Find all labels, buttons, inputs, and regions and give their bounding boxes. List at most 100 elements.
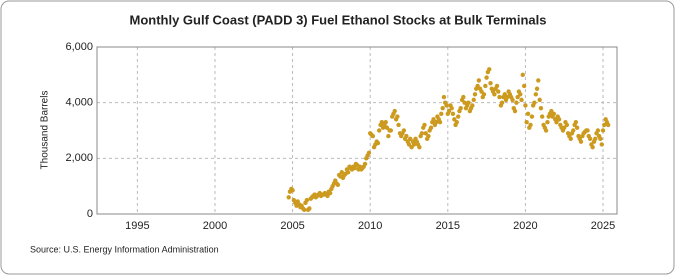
- point: [386, 133, 391, 139]
- point: [551, 111, 557, 117]
- point: [578, 139, 584, 144]
- point: [487, 67, 492, 72]
- point: [471, 97, 476, 103]
- point: [375, 140, 381, 146]
- x-tick-label: 2010: [358, 220, 382, 232]
- point: [408, 136, 413, 142]
- source: Source: U.S. Energy Information Administ…: [30, 244, 219, 254]
- x-tick-label: 2005: [280, 220, 304, 232]
- y-axis-label: Thousand Barrels: [40, 91, 51, 170]
- x-tick-label: 2020: [513, 220, 537, 232]
- point: [426, 133, 431, 139]
- point: [602, 122, 607, 128]
- point: [574, 125, 580, 130]
- point: [538, 106, 544, 111]
- point: [450, 111, 456, 117]
- point: [446, 108, 452, 114]
- point: [512, 108, 518, 114]
- point: [370, 133, 376, 139]
- point: [290, 188, 295, 193]
- point: [524, 119, 529, 125]
- point: [439, 111, 444, 117]
- point: [539, 114, 545, 119]
- point: [304, 197, 310, 203]
- point: [422, 122, 427, 128]
- point: [523, 103, 528, 108]
- y-tick-label: 4,000: [65, 97, 93, 109]
- x-tick-label: 2015: [436, 220, 460, 232]
- point: [366, 150, 372, 155]
- point: [543, 128, 549, 133]
- y-tick-label: 0: [87, 208, 93, 220]
- point: [573, 119, 579, 125]
- point: [556, 117, 562, 122]
- point: [433, 119, 439, 125]
- point: [537, 97, 542, 103]
- point: [423, 131, 428, 136]
- point: [444, 103, 449, 108]
- point: [431, 117, 436, 122]
- point: [494, 83, 500, 89]
- point: [536, 78, 541, 83]
- point: [599, 142, 604, 147]
- point: [499, 100, 505, 105]
- point: [510, 97, 515, 103]
- point: [492, 92, 497, 97]
- point: [528, 122, 533, 128]
- point: [518, 92, 523, 97]
- point: [593, 136, 598, 142]
- plot-area: [96, 46, 618, 215]
- point: [514, 100, 519, 105]
- chart-title: Monthly Gulf Coast (PADD 3) Fuel Ethanol…: [129, 12, 546, 27]
- point: [571, 128, 576, 133]
- point: [520, 72, 525, 78]
- point: [345, 170, 351, 175]
- point: [335, 182, 341, 187]
- point: [598, 136, 603, 142]
- point: [401, 128, 407, 133]
- point: [595, 128, 601, 133]
- point: [395, 114, 400, 119]
- point: [466, 100, 471, 105]
- point: [437, 119, 443, 125]
- point: [488, 80, 493, 86]
- point: [529, 114, 535, 119]
- point: [454, 119, 460, 125]
- point: [461, 94, 466, 100]
- point: [428, 125, 434, 130]
- point: [496, 89, 501, 94]
- point: [564, 122, 570, 128]
- point: [406, 142, 412, 147]
- point: [458, 106, 463, 111]
- point: [449, 106, 454, 111]
- point: [462, 100, 467, 105]
- point: [515, 94, 520, 100]
- point: [554, 119, 559, 125]
- point: [327, 190, 333, 196]
- point: [376, 128, 382, 133]
- point: [533, 92, 539, 97]
- point: [545, 119, 550, 125]
- point: [325, 193, 330, 199]
- point: [568, 136, 573, 142]
- point: [286, 195, 291, 200]
- point: [483, 83, 488, 89]
- point: [456, 114, 461, 119]
- point: [562, 125, 567, 130]
- point: [525, 111, 531, 117]
- point: [532, 100, 537, 105]
- point: [481, 92, 487, 97]
- x-tick-label: 2000: [203, 220, 227, 232]
- point: [472, 92, 478, 97]
- point: [307, 206, 312, 211]
- x-tick-label: 2025: [591, 220, 615, 232]
- point: [600, 128, 606, 133]
- point: [419, 131, 425, 136]
- point: [497, 94, 502, 100]
- point: [470, 103, 475, 108]
- point: [441, 94, 447, 100]
- point: [521, 83, 527, 89]
- point: [302, 207, 307, 213]
